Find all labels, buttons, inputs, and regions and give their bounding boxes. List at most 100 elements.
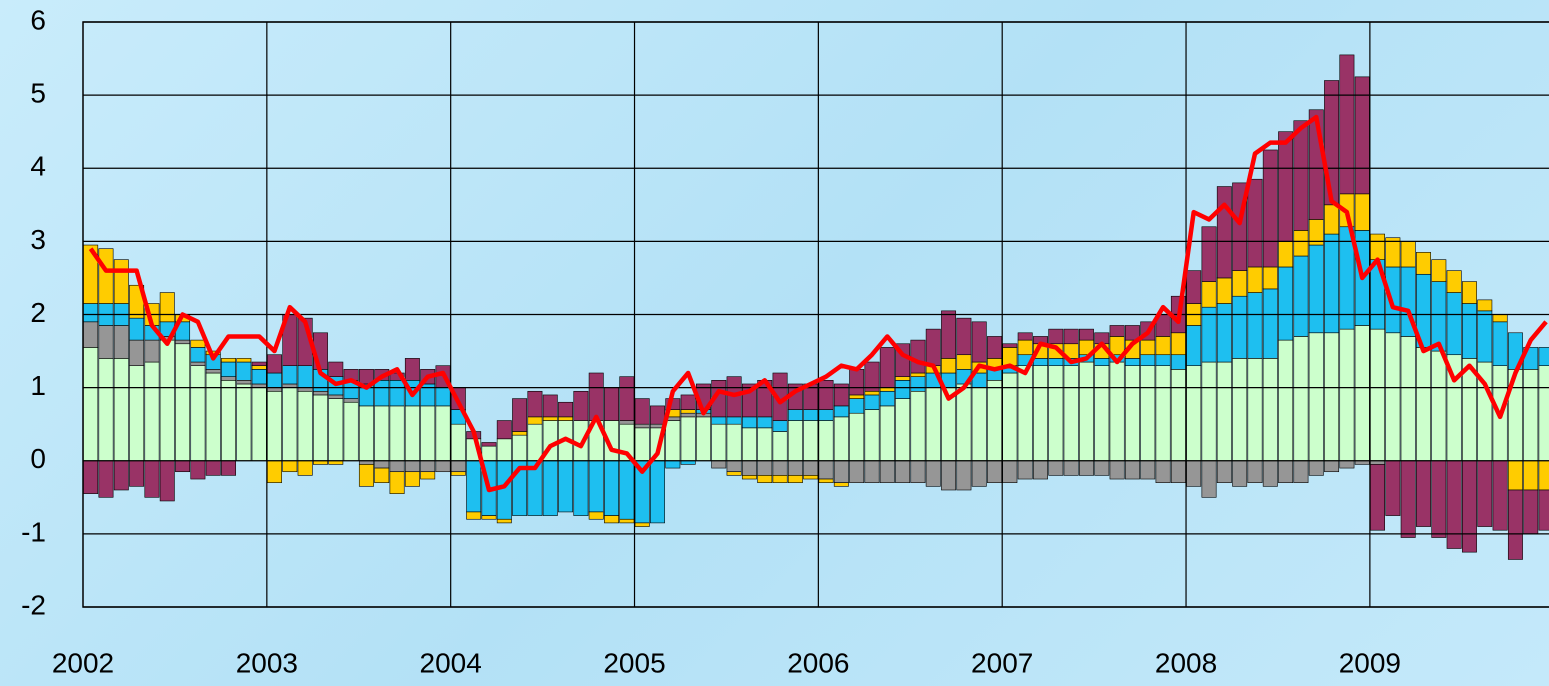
bar-segment: [1079, 461, 1093, 476]
bar-segment: [727, 424, 741, 461]
bar-segment: [221, 362, 235, 377]
bar-segment: [145, 461, 159, 498]
bar-segment: [1340, 55, 1354, 194]
bar-segment: [99, 358, 113, 460]
bar-segment: [819, 410, 833, 421]
bar-segment: [451, 472, 465, 476]
bar-segment: [1447, 293, 1461, 355]
bar-segment: [1294, 230, 1308, 256]
bar-segment: [681, 413, 695, 417]
bar-segment: [1156, 461, 1170, 483]
bar-segment: [788, 475, 802, 482]
bar-segment: [1248, 293, 1262, 359]
bar-segment: [1493, 315, 1507, 322]
bar-segment: [1294, 461, 1308, 483]
bar-segment: [497, 421, 511, 439]
bar-segment: [1539, 461, 1549, 490]
bar-segment: [1294, 336, 1308, 460]
x-tick-label: 2004: [420, 647, 482, 678]
bar-segment: [237, 380, 251, 384]
bar-segment: [987, 336, 1001, 358]
bar-segment: [1248, 179, 1262, 267]
bar-segment: [1171, 461, 1185, 483]
bar-segment: [1095, 358, 1109, 365]
bar-segment: [84, 322, 98, 348]
bar-segment: [681, 417, 695, 461]
bar-segment: [1217, 304, 1231, 363]
bar-segment: [221, 358, 235, 362]
bar-segment: [911, 377, 925, 392]
bar-segment: [604, 516, 618, 523]
bar-segment: [512, 399, 526, 432]
bar-segment: [1110, 362, 1124, 461]
x-tick-label: 2002: [52, 647, 114, 678]
y-tick-label: 5: [30, 78, 46, 109]
bar-segment: [1141, 340, 1155, 355]
bar-segment: [957, 384, 971, 461]
bar-segment: [436, 461, 450, 472]
y-tick-label: 1: [30, 370, 46, 401]
x-tick-label: 2009: [1339, 647, 1401, 678]
bar-segment: [1003, 373, 1017, 461]
bar-segment: [405, 406, 419, 461]
bar-segment: [1462, 282, 1476, 304]
bar-segment: [1187, 461, 1201, 487]
bar-segment: [467, 461, 481, 512]
bar-segment: [558, 461, 572, 512]
bar-segment: [1018, 340, 1032, 355]
bar-segment: [221, 461, 235, 476]
bar-segment: [589, 512, 603, 519]
bar-segment: [160, 340, 174, 461]
bar-segment: [1524, 490, 1538, 534]
bar-segment: [1524, 369, 1538, 460]
bar-segment: [957, 461, 971, 490]
bar-segment: [850, 369, 864, 395]
bar-segment: [405, 461, 419, 472]
bar-segment: [114, 325, 128, 358]
bar-segment: [405, 472, 419, 487]
bar-segment: [926, 329, 940, 366]
bar-segment: [84, 461, 98, 494]
bar-segment: [1432, 351, 1446, 461]
bar-segment: [421, 406, 435, 461]
bar-segment: [1187, 325, 1201, 365]
bar-segment: [742, 475, 756, 479]
bar-segment: [1110, 325, 1124, 336]
bar-segment: [1095, 366, 1109, 461]
page: -2-1012345620022003200420052006200720082…: [0, 0, 1549, 686]
bar-segment: [742, 461, 756, 476]
bar-segment: [283, 388, 297, 461]
bar-segment: [865, 410, 879, 461]
bar-segment: [1187, 271, 1201, 304]
bar-segment: [1539, 490, 1549, 530]
y-tick-label: -1: [21, 516, 46, 547]
bar-segment: [804, 475, 818, 479]
bar-segment: [497, 439, 511, 461]
bar-segment: [221, 380, 235, 460]
bar-segment: [1033, 358, 1047, 365]
bar-segment: [589, 373, 603, 421]
bar-segment: [1386, 461, 1400, 516]
bar-segment: [1217, 362, 1231, 461]
bar-segment: [1141, 355, 1155, 366]
bar-segment: [543, 395, 557, 417]
bar-segment: [1156, 355, 1170, 366]
bar-segment: [436, 406, 450, 461]
bar-segment: [482, 446, 496, 461]
bar-segment: [712, 417, 726, 424]
bar-segment: [620, 461, 634, 520]
bar-segment: [574, 391, 588, 420]
bar-segment: [512, 432, 526, 436]
bar-segment: [758, 417, 772, 428]
bar-segment: [1156, 366, 1170, 461]
bar-segment: [1217, 187, 1231, 278]
bar-segment: [283, 461, 297, 472]
bar-segment: [819, 421, 833, 461]
bar-segment: [1462, 304, 1476, 359]
bar-segment: [375, 461, 389, 468]
bar-segment: [1386, 238, 1400, 267]
bar-segment: [957, 318, 971, 355]
bar-segment: [819, 380, 833, 409]
bar-segment: [114, 358, 128, 460]
chart: -2-1012345620022003200420052006200720082…: [0, 0, 1549, 686]
